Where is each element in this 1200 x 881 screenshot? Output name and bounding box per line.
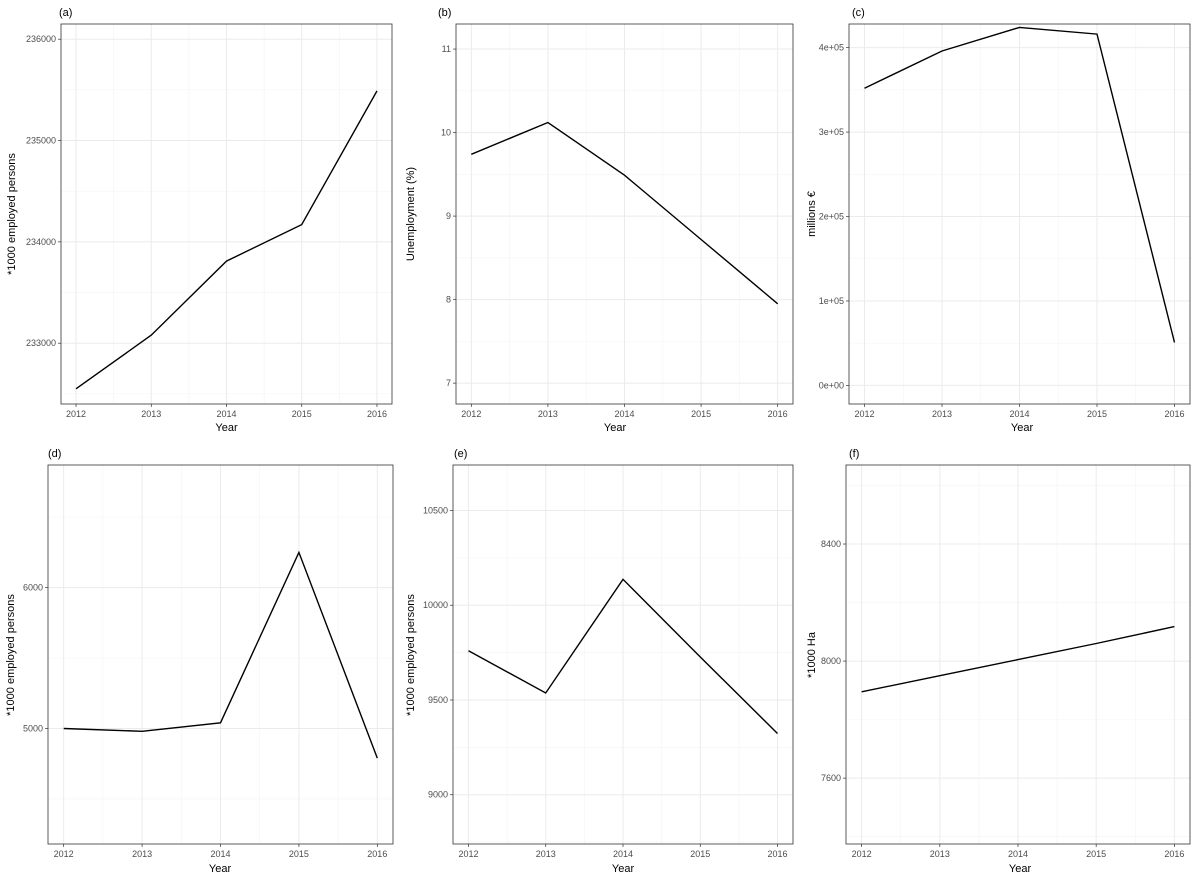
y-axis-title: Unemployment (%) bbox=[405, 167, 417, 261]
panel-frame bbox=[455, 23, 794, 405]
x-tick-label: 2016 bbox=[1164, 409, 1184, 419]
y-tick-label: 1e+05 bbox=[819, 296, 844, 306]
y-tick-label: 5000 bbox=[23, 723, 43, 733]
plot-area: 2012 2013 2014 2015 2016 9000 9500 10000 10500 bbox=[423, 464, 794, 859]
y-tick-label: 235000 bbox=[26, 136, 56, 146]
x-axis-title: Year bbox=[215, 422, 238, 434]
x-tick-label: 2015 bbox=[691, 409, 711, 419]
x-tick-label: 2015 bbox=[690, 849, 710, 859]
y-tick-label: 9500 bbox=[428, 695, 448, 705]
x-tick-label: 2016 bbox=[367, 409, 387, 419]
x-tick-label: 2012 bbox=[66, 409, 86, 419]
panel-a: (a) 2012 2013 2014 2015 2016 233000 234000 2350… bbox=[6, 7, 393, 434]
x-axis-title: Year bbox=[604, 422, 627, 434]
x-tick-label: 2015 bbox=[1087, 409, 1107, 419]
panel-frame bbox=[848, 23, 1191, 405]
plot-area: 2012 2013 2014 2015 2016 7 8 9 10 11 bbox=[441, 23, 794, 419]
x-tick-label: 2014 bbox=[1009, 409, 1029, 419]
plot-area: 2012 2013 2014 2015 2016 233000 234000 235000 23… bbox=[26, 23, 393, 419]
x-tick-label: 2012 bbox=[54, 849, 74, 859]
x-tick-label: 2016 bbox=[367, 849, 387, 859]
x-tick-label: 2013 bbox=[536, 849, 556, 859]
panel-frame bbox=[60, 23, 393, 405]
plot-area: 2012 2013 2014 2015 2016 7600 8000 8400 bbox=[821, 464, 1191, 859]
series-line bbox=[63, 550, 378, 759]
x-tick-label: 2016 bbox=[1164, 849, 1184, 859]
x-tick-label: 2014 bbox=[210, 849, 230, 859]
x-axis-title: Year bbox=[612, 863, 635, 875]
x-axis-title: Year bbox=[1011, 422, 1034, 434]
x-tick-label: 2014 bbox=[614, 409, 634, 419]
y-tick-label: 236000 bbox=[26, 34, 56, 44]
x-axis-title: Year bbox=[1009, 863, 1032, 875]
x-tick-label: 2013 bbox=[141, 409, 161, 419]
x-tick-label: 2012 bbox=[458, 849, 478, 859]
panel-f: (f) 2012 2013 2014 2015 2016 7600 8000 8400 Yea… bbox=[806, 448, 1191, 875]
panel-d: (d) 2012 2013 2014 2015 2016 5000 6000 Year *1… bbox=[5, 448, 394, 875]
panel-b: (b) 2012 2013 2014 2015 2016 7 8 9 10 11 Year Une… bbox=[405, 7, 794, 434]
y-tick-label: 233000 bbox=[26, 338, 56, 348]
x-tick-label: 2015 bbox=[289, 849, 309, 859]
panel-tag: (e) bbox=[454, 448, 467, 460]
y-tick-label: 2e+05 bbox=[819, 212, 844, 222]
y-tick-label: 10 bbox=[441, 128, 451, 138]
y-axis-title: *1000 employed persons bbox=[6, 153, 18, 275]
panel-frame bbox=[845, 464, 1191, 845]
y-tick-label: 10500 bbox=[423, 505, 448, 515]
panel-tag: (b) bbox=[438, 7, 451, 19]
x-tick-label: 2014 bbox=[613, 849, 633, 859]
series-line bbox=[861, 625, 1175, 693]
y-tick-label: 234000 bbox=[26, 237, 56, 247]
y-tick-label: 8 bbox=[446, 295, 451, 305]
x-tick-label: 2013 bbox=[932, 409, 952, 419]
y-tick-label: 11 bbox=[442, 44, 451, 54]
plot-area: 2012 2013 2014 2015 2016 5000 6000 bbox=[23, 464, 394, 859]
x-tick-label: 2013 bbox=[930, 849, 950, 859]
y-tick-label: 4e+05 bbox=[819, 43, 844, 53]
panel-e: (e) 2012 2013 2014 2015 2016 9000 9500 10000 105… bbox=[405, 448, 794, 875]
panel-frame bbox=[452, 464, 794, 845]
y-tick-label: 3e+05 bbox=[819, 127, 844, 137]
panel-c: (c) 2012 2013 2014 2015 2016 0e+00 1e+05 2e+05 3… bbox=[806, 7, 1191, 434]
panel-frame bbox=[47, 464, 394, 845]
x-tick-label: 2016 bbox=[768, 849, 788, 859]
x-tick-label: 2016 bbox=[768, 409, 788, 419]
panel-tag: (c) bbox=[852, 7, 865, 19]
series-line bbox=[864, 26, 1176, 343]
panel-tag: (a) bbox=[59, 7, 72, 19]
y-axis-title: millions € bbox=[806, 191, 818, 237]
x-tick-label: 2015 bbox=[1086, 849, 1106, 859]
y-tick-label: 10000 bbox=[423, 600, 448, 610]
y-tick-label: 7600 bbox=[821, 773, 841, 783]
y-tick-label: 9 bbox=[446, 211, 451, 221]
series-line bbox=[468, 578, 778, 734]
panel-tag: (f) bbox=[849, 448, 859, 460]
x-tick-label: 2015 bbox=[292, 409, 312, 419]
x-tick-label: 2013 bbox=[132, 849, 152, 859]
y-axis-title: *1000 Ha bbox=[806, 631, 818, 678]
x-tick-label: 2014 bbox=[216, 409, 236, 419]
plot-area: 2012 2013 2014 2015 2016 0e+00 1e+05 2e+05 3e+05… bbox=[819, 23, 1191, 419]
x-tick-label: 2012 bbox=[854, 409, 874, 419]
y-tick-label: 9000 bbox=[428, 790, 448, 800]
y-axis-title: *1000 employed persons bbox=[5, 594, 17, 716]
y-tick-label: 8400 bbox=[821, 539, 841, 549]
y-tick-label: 0e+00 bbox=[819, 380, 844, 390]
series-line bbox=[75, 90, 378, 390]
series-line bbox=[471, 121, 779, 305]
y-axis-title: *1000 employed persons bbox=[405, 594, 417, 716]
panel-tag: (d) bbox=[48, 448, 61, 460]
y-tick-label: 8000 bbox=[821, 656, 841, 666]
x-tick-label: 2012 bbox=[461, 409, 481, 419]
x-tick-label: 2013 bbox=[538, 409, 558, 419]
x-axis-title: Year bbox=[209, 863, 232, 875]
y-tick-label: 7 bbox=[446, 378, 451, 388]
x-tick-label: 2014 bbox=[1008, 849, 1028, 859]
x-tick-label: 2012 bbox=[852, 849, 872, 859]
y-tick-label: 6000 bbox=[23, 583, 43, 593]
